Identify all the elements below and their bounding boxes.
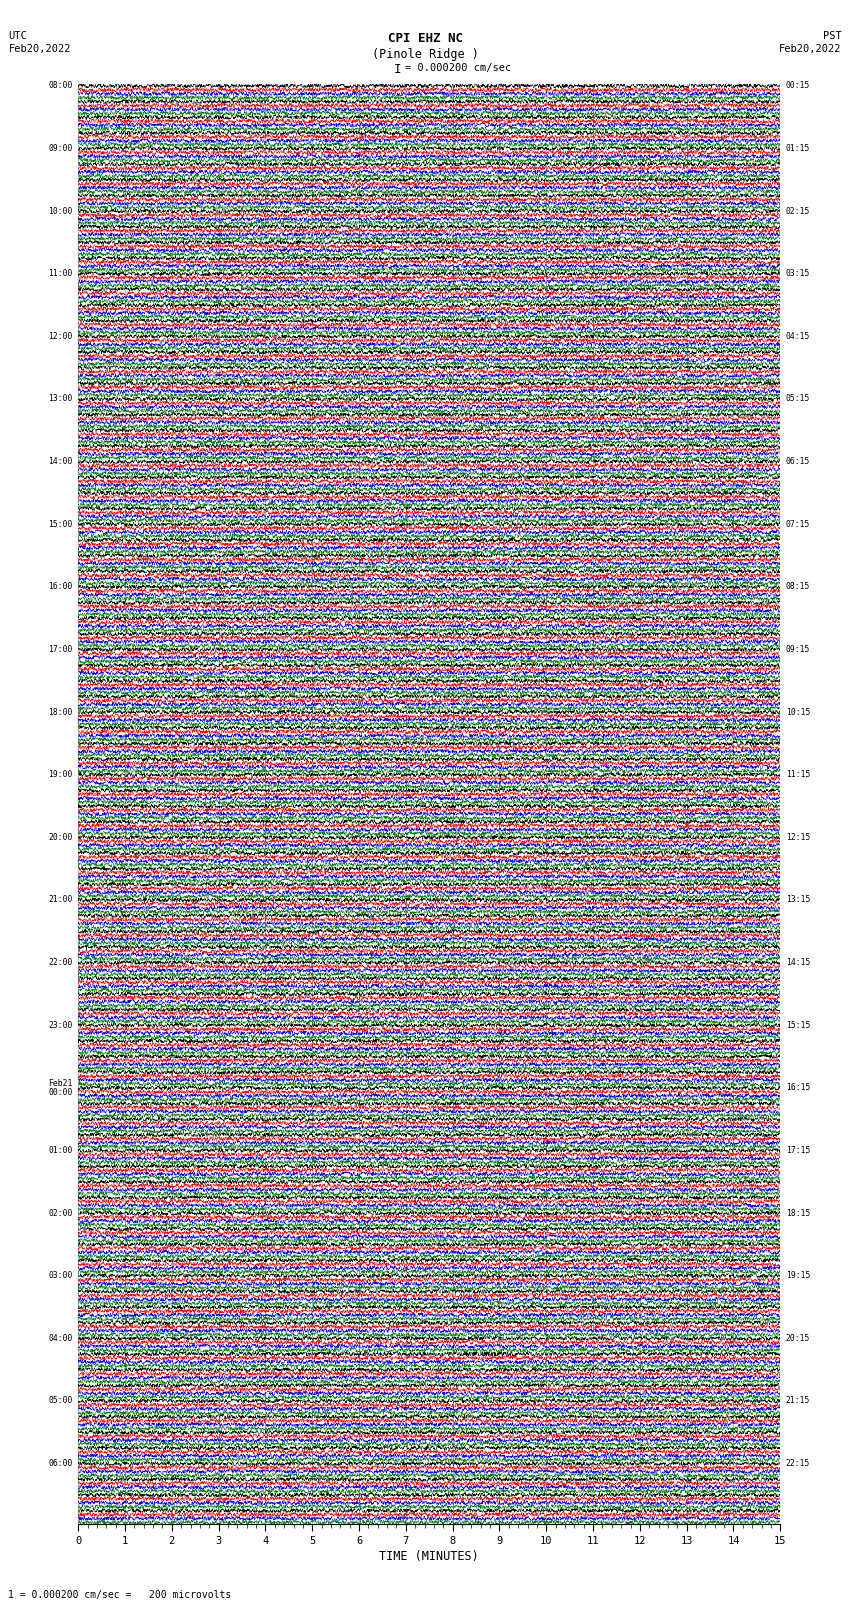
Text: Feb21
00:00: Feb21 00:00 — [48, 1079, 72, 1097]
Text: 09:15: 09:15 — [786, 645, 810, 653]
Text: 05:00: 05:00 — [48, 1397, 72, 1405]
Text: 17:15: 17:15 — [786, 1145, 810, 1155]
Text: 21:15: 21:15 — [786, 1397, 810, 1405]
Text: 03:15: 03:15 — [786, 269, 810, 277]
Text: 04:15: 04:15 — [786, 332, 810, 340]
Text: 23:00: 23:00 — [48, 1021, 72, 1029]
Text: (Pinole Ridge ): (Pinole Ridge ) — [371, 48, 479, 61]
Text: 08:00: 08:00 — [48, 81, 72, 90]
Text: 17:00: 17:00 — [48, 645, 72, 653]
Text: 09:00: 09:00 — [48, 144, 72, 153]
Text: 08:15: 08:15 — [786, 582, 810, 592]
Text: 20:00: 20:00 — [48, 832, 72, 842]
Text: UTC: UTC — [8, 31, 27, 40]
Text: 16:15: 16:15 — [786, 1084, 810, 1092]
Text: 04:00: 04:00 — [48, 1334, 72, 1344]
Text: 16:00: 16:00 — [48, 582, 72, 592]
Text: 19:15: 19:15 — [786, 1271, 810, 1281]
Text: 14:15: 14:15 — [786, 958, 810, 968]
Text: 06:15: 06:15 — [786, 456, 810, 466]
Text: 10:00: 10:00 — [48, 206, 72, 216]
Text: 02:15: 02:15 — [786, 206, 810, 216]
Text: 19:00: 19:00 — [48, 771, 72, 779]
Text: 01:15: 01:15 — [786, 144, 810, 153]
Text: 18:00: 18:00 — [48, 708, 72, 716]
Text: I: I — [394, 63, 401, 76]
Text: 02:00: 02:00 — [48, 1208, 72, 1218]
Text: 05:15: 05:15 — [786, 395, 810, 403]
Text: 00:15: 00:15 — [786, 81, 810, 90]
Text: 06:00: 06:00 — [48, 1460, 72, 1468]
Text: Feb20,2022: Feb20,2022 — [8, 44, 71, 53]
Text: 03:00: 03:00 — [48, 1271, 72, 1281]
Text: 20:15: 20:15 — [786, 1334, 810, 1344]
Text: 22:00: 22:00 — [48, 958, 72, 968]
Text: 12:00: 12:00 — [48, 332, 72, 340]
Text: 13:00: 13:00 — [48, 395, 72, 403]
Text: 15:15: 15:15 — [786, 1021, 810, 1029]
Text: PST: PST — [823, 31, 842, 40]
Text: 21:00: 21:00 — [48, 895, 72, 905]
Text: 15:00: 15:00 — [48, 519, 72, 529]
Text: = 0.000200 cm/sec: = 0.000200 cm/sec — [405, 63, 511, 73]
Text: 10:15: 10:15 — [786, 708, 810, 716]
Text: 14:00: 14:00 — [48, 456, 72, 466]
Text: 07:15: 07:15 — [786, 519, 810, 529]
Text: 13:15: 13:15 — [786, 895, 810, 905]
Text: 11:00: 11:00 — [48, 269, 72, 277]
Text: 18:15: 18:15 — [786, 1208, 810, 1218]
Text: 11:15: 11:15 — [786, 771, 810, 779]
Text: 01:00: 01:00 — [48, 1145, 72, 1155]
Text: 22:15: 22:15 — [786, 1460, 810, 1468]
Text: 1 = 0.000200 cm/sec =   200 microvolts: 1 = 0.000200 cm/sec = 200 microvolts — [8, 1590, 232, 1600]
X-axis label: TIME (MINUTES): TIME (MINUTES) — [379, 1550, 479, 1563]
Text: Feb20,2022: Feb20,2022 — [779, 44, 842, 53]
Text: CPI EHZ NC: CPI EHZ NC — [388, 32, 462, 45]
Text: 12:15: 12:15 — [786, 832, 810, 842]
